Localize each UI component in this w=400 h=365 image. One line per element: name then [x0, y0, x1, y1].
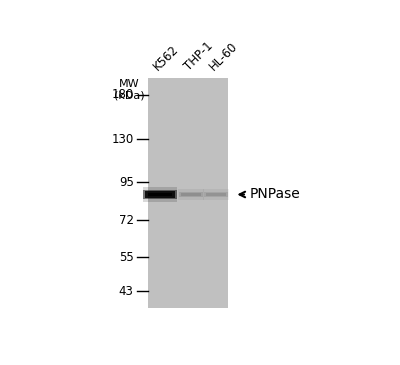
Bar: [143, 187, 177, 202]
Bar: [206, 193, 226, 196]
Bar: [148, 77, 228, 308]
Text: K562: K562: [151, 43, 181, 73]
Bar: [178, 189, 204, 200]
Text: 72: 72: [119, 214, 134, 227]
Bar: [181, 193, 201, 196]
Text: 43: 43: [119, 285, 134, 297]
Text: HL-60: HL-60: [207, 40, 240, 73]
Bar: [179, 192, 203, 197]
Text: 130: 130: [112, 133, 134, 146]
Bar: [148, 193, 172, 196]
Text: MW
(kDa): MW (kDa): [114, 79, 144, 100]
Text: PNPase: PNPase: [250, 188, 301, 201]
Bar: [204, 192, 228, 197]
Bar: [145, 191, 175, 197]
Text: 55: 55: [119, 251, 134, 264]
Text: THP-1: THP-1: [182, 40, 216, 73]
Text: 180: 180: [112, 88, 134, 101]
Text: 95: 95: [119, 176, 134, 189]
Bar: [203, 189, 229, 200]
Bar: [143, 190, 177, 199]
